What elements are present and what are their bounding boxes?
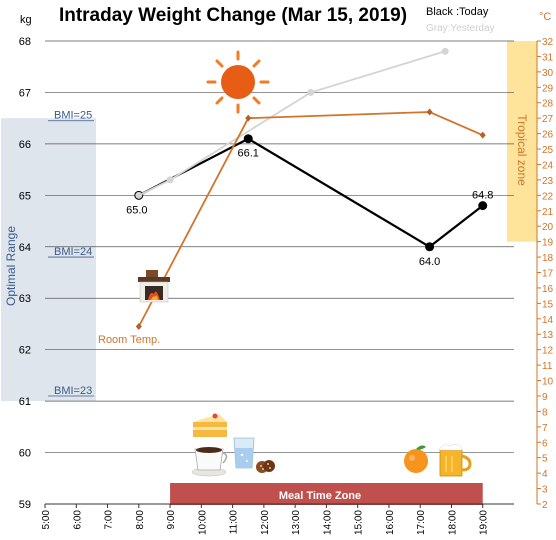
chart-title: Intraday Weight Change (Mar 15, 2019) — [59, 5, 407, 26]
left-tick-label: 61 — [19, 396, 31, 408]
x-tick-label: 13:00 — [291, 510, 302, 535]
x-tick-label: 17:00 — [416, 510, 427, 535]
right-tick-label: 26 — [542, 130, 554, 141]
right-tick-label: 6 — [542, 438, 548, 449]
today-point — [478, 201, 488, 211]
tropical-zone-label: Tropical zone — [515, 114, 529, 186]
right-tick-label: 23 — [542, 176, 554, 187]
right-tick-label: 19 — [542, 238, 554, 249]
room-temp-point — [245, 114, 252, 122]
right-tick-label: 13 — [542, 330, 554, 341]
right-tick-label: 18 — [542, 253, 554, 264]
meal-time-zone-bar — [170, 483, 483, 505]
yesterday-point — [135, 191, 143, 199]
left-tick-label: 59 — [19, 499, 31, 511]
x-tick-label: 16:00 — [385, 510, 396, 535]
left-tick-label: 65 — [19, 190, 31, 202]
right-tick-label: 12 — [542, 346, 554, 357]
legend-yesterday: Gray:Yesterday — [426, 23, 495, 34]
right-tick-label: 7 — [542, 423, 548, 434]
x-tick-label: 15:00 — [354, 510, 365, 535]
x-tick-label: 19:00 — [479, 510, 490, 535]
today-point — [425, 242, 435, 252]
yesterday-point — [441, 47, 449, 55]
x-tick-label: 6:00 — [72, 510, 83, 530]
right-tick-label: 9 — [542, 392, 548, 403]
orange-icon — [404, 445, 428, 473]
right-tick-label: 25 — [542, 145, 554, 156]
today-line — [138, 137, 484, 249]
x-tick-label: 8:00 — [135, 510, 146, 530]
right-tick-label: 20 — [542, 222, 554, 233]
optimal-range-band — [1, 118, 96, 402]
room-temp-point — [426, 108, 433, 116]
cake-icon — [193, 413, 227, 437]
left-tick-label: 66 — [19, 139, 31, 151]
right-tick-label: 21 — [542, 207, 554, 218]
left-tick-label: 67 — [19, 87, 31, 99]
optimal-range-label: Optimal Range — [4, 226, 18, 306]
x-tick-label: 18:00 — [447, 510, 458, 535]
right-tick-label: 17 — [542, 269, 554, 280]
left-tick-label: 63 — [19, 293, 31, 305]
left-tick-label: 60 — [19, 448, 31, 460]
yesterday-point — [307, 88, 315, 96]
right-tick-label: 22 — [542, 191, 554, 202]
coffee-icon — [191, 447, 228, 477]
yesterday-point — [166, 176, 174, 184]
right-tick-label: 8 — [542, 407, 548, 418]
sun-icon — [206, 50, 270, 114]
bmi-label: BMI=24 — [54, 246, 92, 258]
bmi-label: BMI=23 — [54, 385, 92, 397]
beer-icon — [438, 443, 472, 477]
x-tick-label: 5:00 — [41, 510, 52, 530]
data-label: 66.1 — [238, 148, 259, 160]
room-temp-label: Room Temp. — [98, 334, 160, 346]
right-tick-label: 28 — [542, 99, 554, 110]
data-label: 64.8 — [472, 190, 493, 202]
right-tick-label: 2 — [542, 500, 548, 511]
left-tick-label: 64 — [19, 242, 31, 254]
right-tick-label: 10 — [542, 377, 554, 388]
x-tick-label: 14:00 — [322, 510, 333, 535]
yesterday-line — [138, 50, 446, 197]
x-tick-label: 11:00 — [229, 510, 240, 535]
room-temp-point — [135, 323, 142, 331]
left-tick-label: 68 — [19, 36, 31, 48]
right-tick-label: 4 — [542, 469, 548, 480]
right-tick-label: 11 — [542, 361, 553, 372]
legend-today: Black :Today — [426, 6, 489, 18]
today-point — [243, 134, 253, 144]
x-tick-label: 12:00 — [260, 510, 271, 535]
x-tick-label: 7:00 — [104, 510, 115, 530]
right-tick-label: 30 — [542, 68, 554, 79]
room-temp--line — [138, 111, 484, 327]
data-label: 64.0 — [419, 256, 440, 268]
tropical-zone-band — [507, 41, 537, 242]
left-axis-unit: kg — [20, 14, 32, 26]
water-glass-icon — [233, 437, 255, 469]
room-temp-point — [479, 131, 486, 139]
right-tick-label: 16 — [542, 284, 554, 295]
right-tick-label: 14 — [542, 315, 554, 326]
meal-time-zone-label: Meal Time Zone — [279, 490, 361, 502]
left-tick-label: 62 — [19, 345, 31, 357]
bmi-label: BMI=25 — [54, 110, 92, 122]
right-axis-unit: °C — [539, 11, 551, 23]
data-label: 65.0 — [126, 204, 147, 216]
right-tick-label: 5 — [542, 454, 548, 465]
right-tick-label: 15 — [542, 299, 554, 310]
right-tick-label: 24 — [542, 160, 554, 171]
right-tick-label: 27 — [542, 114, 554, 125]
x-tick-label: 10:00 — [197, 510, 208, 535]
cookies-icon — [256, 460, 275, 473]
right-tick-label: 29 — [542, 83, 554, 94]
x-tick-label: 9:00 — [166, 510, 177, 530]
right-tick-label: 31 — [542, 52, 554, 63]
right-tick-label: 32 — [542, 37, 554, 48]
right-tick-label: 3 — [542, 485, 548, 496]
fireplace-icon — [138, 270, 170, 303]
